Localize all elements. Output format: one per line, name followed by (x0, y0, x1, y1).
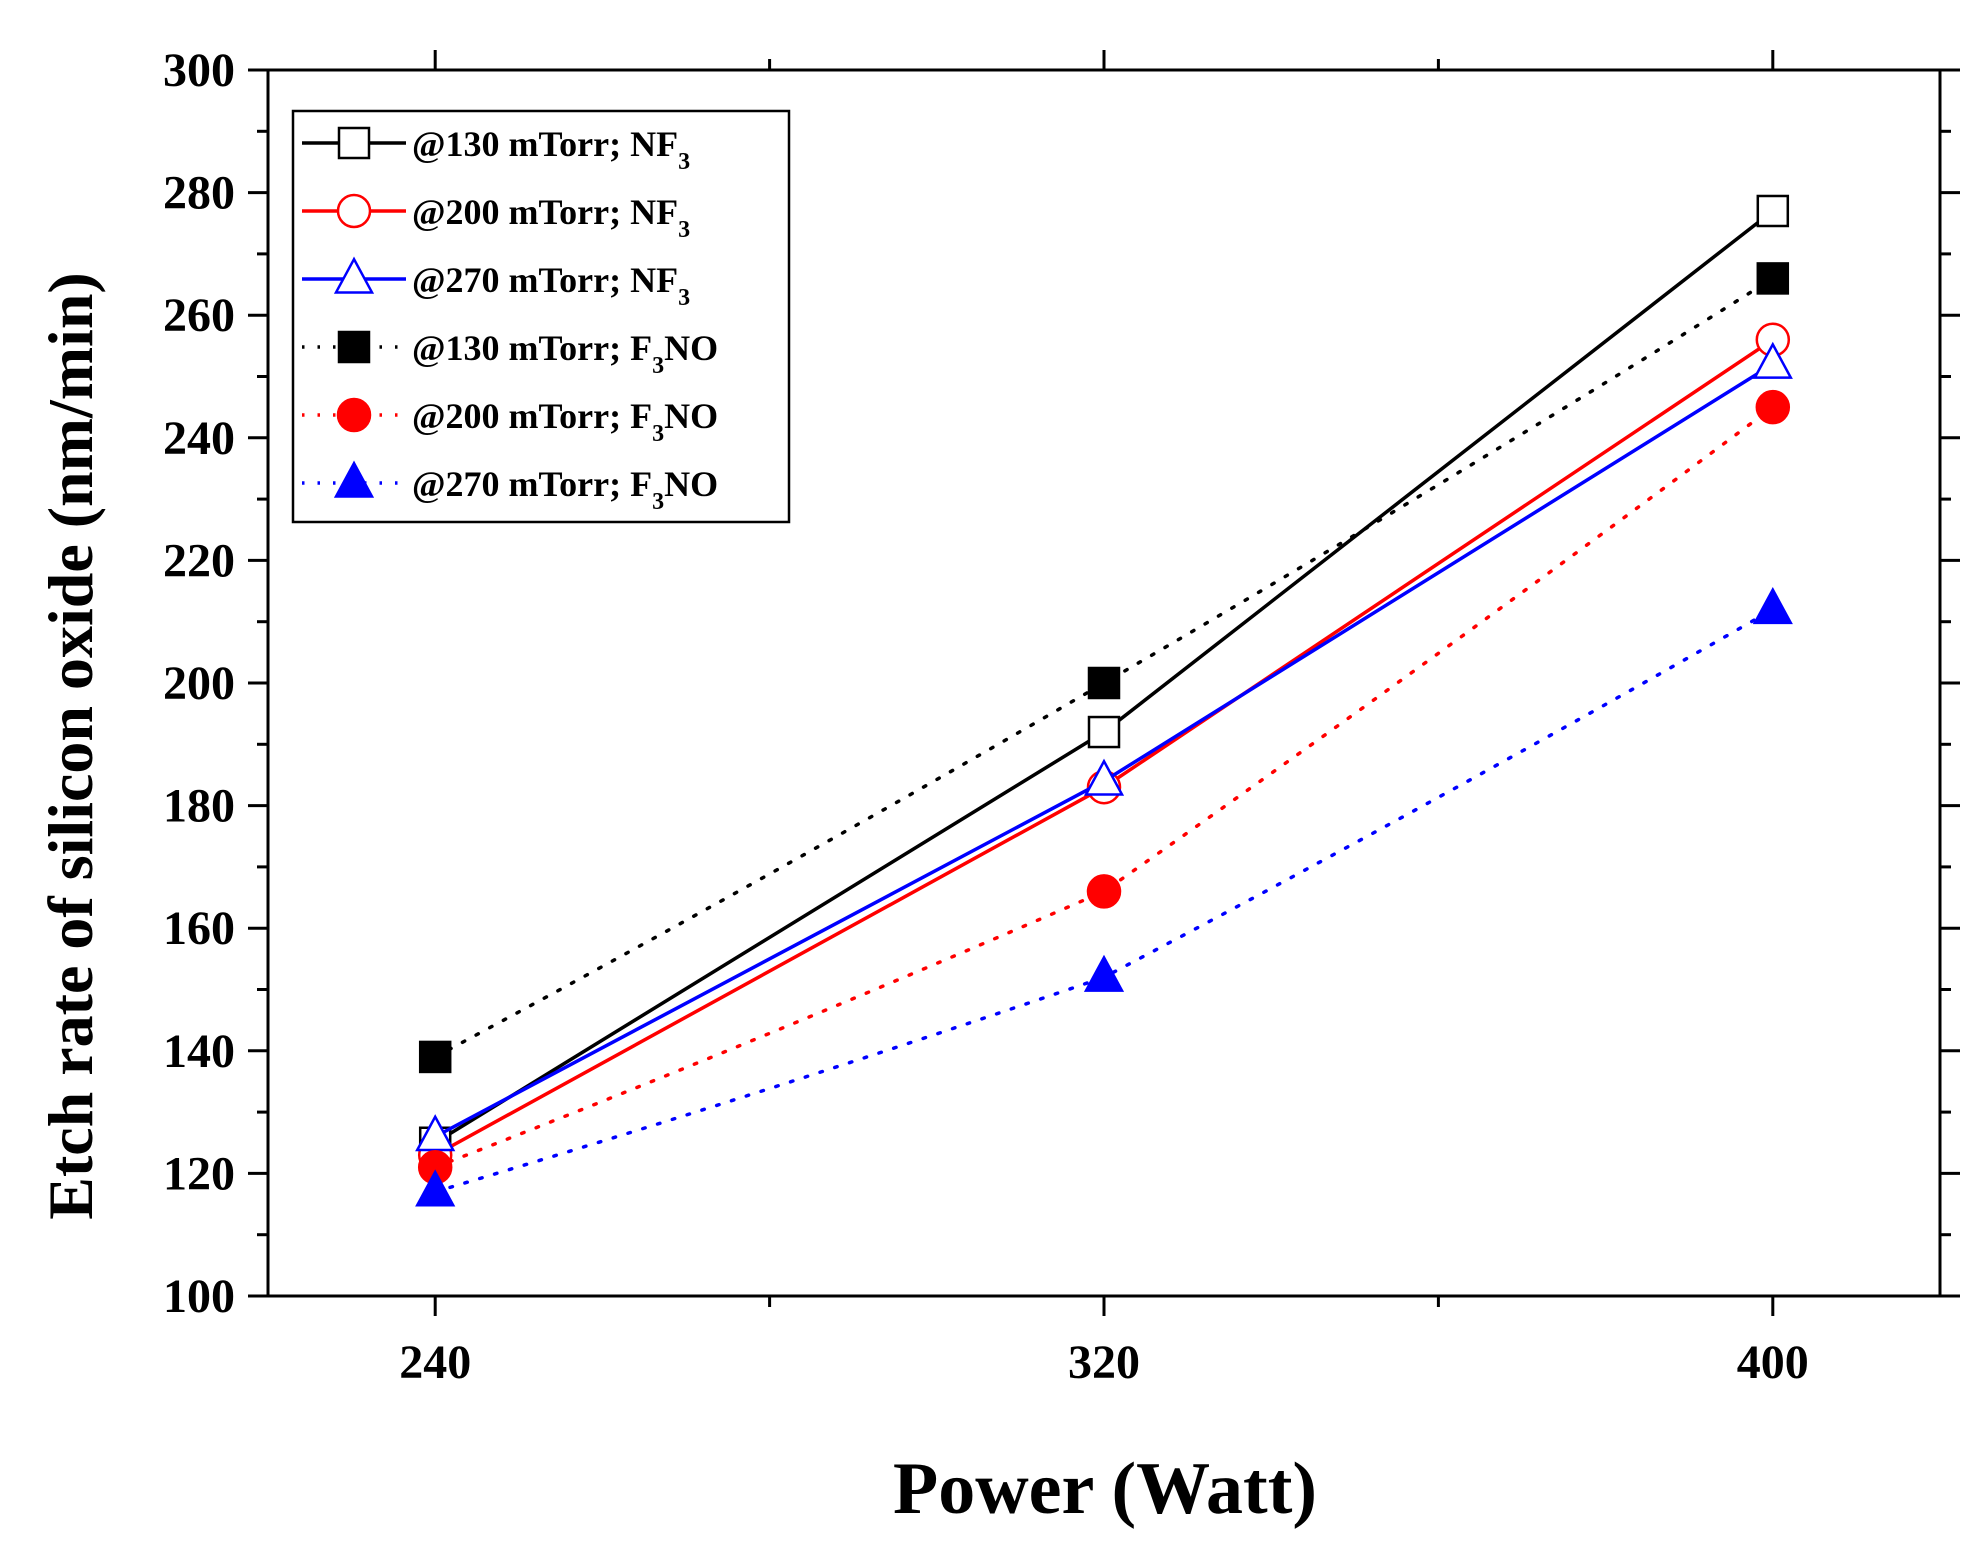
legend-marker (333, 460, 375, 498)
legend-marker (336, 193, 372, 229)
legend-box (291, 109, 791, 524)
data-point (418, 1040, 452, 1074)
legend-marker (337, 330, 371, 364)
data-point (415, 1169, 456, 1207)
data-point (1083, 758, 1125, 796)
x-tick-label: 400 (1737, 1336, 1809, 1389)
y-tick-label: 180 (163, 780, 235, 833)
x-tick-label: 240 (399, 1336, 471, 1389)
series-line (433, 607, 1775, 1194)
legend-marker (337, 126, 371, 160)
x-tick-label: 320 (1068, 1336, 1140, 1389)
x-axis-title: Power (Watt) (893, 1448, 1317, 1530)
legend: @130 mTorr; NF3@200 mTorr; NF3@270 mTorr… (291, 109, 791, 524)
y-tick-label: 300 (163, 44, 235, 97)
legend-marker (336, 397, 372, 433)
y-tick-label: 260 (163, 289, 235, 342)
y-tick-label: 140 (163, 1025, 235, 1078)
data-point (1752, 341, 1793, 379)
y-tick-label: 120 (163, 1147, 235, 1200)
data-point (1756, 262, 1790, 295)
data-point (1755, 389, 1791, 425)
y-tick-label: 200 (163, 657, 235, 710)
axes: 100 120 140 160 180 200 220 240 260 280 300 240 320 4… (163, 44, 1960, 1389)
series-3 (415, 341, 1793, 1152)
y-axis-title: Etch rate of silicon oxide (nm/min) (35, 272, 106, 1219)
series-4 (418, 262, 1790, 1074)
y-tick-label: 220 (163, 534, 235, 587)
data-point (1083, 954, 1125, 992)
data-point (1756, 194, 1790, 228)
y-tick-label: 100 (163, 1270, 235, 1323)
data-point (1087, 715, 1121, 749)
series-6 (415, 586, 1793, 1207)
data-point (1752, 586, 1793, 625)
data-point (1086, 874, 1122, 909)
y-tick-label: 240 (163, 412, 235, 465)
plot-area (415, 194, 1793, 1207)
y-tick-label: 160 (163, 902, 235, 955)
data-point (1087, 666, 1121, 700)
y-tick-label: 280 (163, 167, 235, 220)
legend-marker (333, 256, 375, 294)
